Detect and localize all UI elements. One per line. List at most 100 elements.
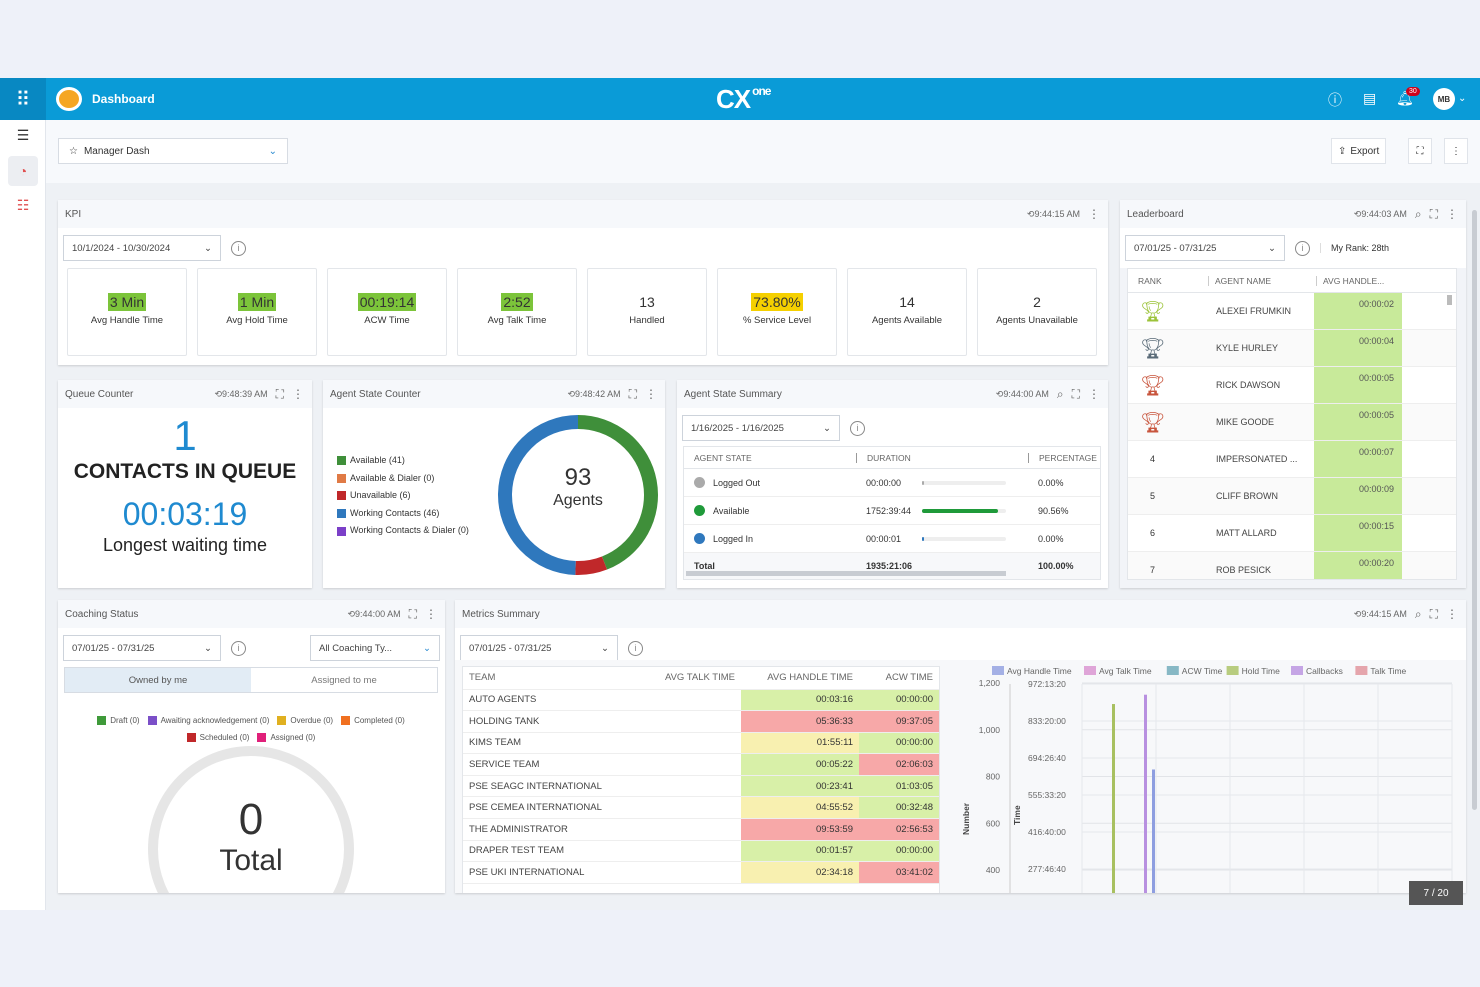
avatar[interactable]: MB <box>1433 88 1455 110</box>
legend-item[interactable]: Working Contacts & Dialer (0) <box>337 522 469 540</box>
leaderboard-row[interactable]: 🏆︎ MIKE GOODE 00:00:05 <box>1128 404 1456 441</box>
chart-legend-item[interactable]: Avg Talk Time <box>1084 666 1152 676</box>
leaderboard-row[interactable]: 🏆︎ KYLE HURLEY 00:00:04 <box>1128 330 1456 367</box>
table-row[interactable]: HOLDING TANK 05:36:33 09:37:05 <box>463 710 939 733</box>
legend-item[interactable]: Available & Dialer (0) <box>337 470 469 488</box>
kpi-card[interactable]: 14 Agents Available <box>847 268 967 356</box>
dashboard-gauge-icon[interactable]: ◔ <box>8 156 38 186</box>
table-row[interactable]: PSE CEMEA INTERNATIONAL 04:55:52 00:32:48 <box>463 796 939 820</box>
table-row[interactable]: SERVICE TEAM 00:05:22 02:06:03 <box>463 753 939 776</box>
column-header[interactable]: AGENT NAME <box>1208 275 1316 286</box>
info-icon[interactable]: i <box>231 240 246 256</box>
star-icon[interactable]: ☆ <box>69 145 78 157</box>
legend-item[interactable]: Completed (0) <box>341 712 405 729</box>
donut-segment[interactable] <box>575 556 608 575</box>
chart-bar[interactable] <box>1112 704 1115 893</box>
legend-item[interactable]: Draft (0) <box>97 712 140 729</box>
column-header[interactable]: ACW TIME <box>859 667 939 690</box>
column-header[interactable]: PERCENTAGE <box>1028 452 1097 463</box>
legend-item[interactable]: Available (41) <box>337 452 469 470</box>
column-header[interactable]: AVG HANDLE... <box>1316 275 1416 286</box>
menu-icon[interactable]: ☰ <box>16 126 30 143</box>
table-row[interactable]: AUTO AGENTS 00:03:16 00:00:00 <box>463 689 939 712</box>
info-icon[interactable]: i <box>850 420 865 436</box>
agent-state-row[interactable]: Logged Out 00:00:00 0.00% <box>684 469 1100 497</box>
donut-segment[interactable] <box>498 415 579 575</box>
agent-state-row[interactable]: Logged In 00:00:01 0.00% <box>684 525 1100 553</box>
leaderboard-row[interactable]: 7 ROB PESICK 00:00:20 <box>1128 552 1456 579</box>
date-range-select[interactable]: 10/1/2024 - 10/30/2024 ⌄ <box>63 235 221 261</box>
chart-legend-item[interactable]: Callbacks <box>1291 666 1343 676</box>
date-range-select[interactable]: 07/01/25 - 07/31/25 ⌄ <box>63 635 221 661</box>
table-row[interactable]: DRAPER TEST TEAM 00:01:57 00:00:00 <box>463 840 939 863</box>
kpi-card[interactable]: 1 Min Avg Hold Time <box>197 268 317 356</box>
search-icon[interactable]: ⌕ <box>1414 206 1422 221</box>
expand-icon[interactable]: ⛶ <box>275 386 284 401</box>
kpi-card[interactable]: 73.80% % Service Level <box>717 268 837 356</box>
table-row[interactable]: KIMS TEAM 01:55:11 00:00:00 <box>463 732 939 755</box>
horizontal-scrollbar[interactable] <box>686 571 1006 576</box>
more-options-icon[interactable]: ⋮ <box>645 387 657 401</box>
more-options-icon[interactable]: ⋮ <box>292 387 304 401</box>
coaching-type-select[interactable]: All Coaching Ty... ⌄ <box>310 635 440 661</box>
kpi-card[interactable]: 2 Agents Unavailable <box>977 268 1097 356</box>
more-options-button[interactable]: ⋮ <box>1444 138 1468 164</box>
chart-bar[interactable] <box>1152 769 1155 893</box>
more-options-icon[interactable]: ⋮ <box>1088 207 1100 221</box>
date-range-select[interactable]: 07/01/25 - 07/31/25 ⌄ <box>460 635 618 661</box>
leaderboard-row[interactable]: 6 MATT ALLARD 00:00:15 <box>1128 515 1456 552</box>
column-header[interactable]: TEAM <box>463 667 633 690</box>
search-icon[interactable]: ⌕ <box>1056 386 1064 401</box>
kpi-card[interactable]: 2:52 Avg Talk Time <box>457 268 577 356</box>
page-scrollbar[interactable] <box>1472 210 1477 810</box>
agent-state-row[interactable]: Available 1752:39:44 90.56% <box>684 497 1100 525</box>
column-header[interactable]: AGENT STATE <box>694 452 752 463</box>
legend-item[interactable]: Scheduled (0) <box>186 729 249 746</box>
announcements-icon[interactable]: ▤ <box>1363 90 1377 106</box>
column-header[interactable]: DURATION <box>856 452 1028 463</box>
chart-legend-item[interactable]: Hold Time <box>1226 666 1281 676</box>
kpi-card[interactable]: 3 Min Avg Handle Time <box>67 268 187 356</box>
donut-segment[interactable] <box>577 415 658 570</box>
date-range-select[interactable]: 07/01/25 - 07/31/25 ⌄ <box>1125 235 1285 261</box>
info-icon[interactable]: i <box>1295 240 1310 256</box>
legend-item[interactable]: Assigned (0) <box>257 729 315 746</box>
column-header[interactable]: RANK <box>1138 275 1162 286</box>
leaderboard-row[interactable]: 🏆︎ RICK DAWSON 00:00:05 <box>1128 367 1456 404</box>
legend-item[interactable]: Unavailable (6) <box>337 487 469 505</box>
more-options-icon[interactable]: ⋮ <box>1446 207 1458 221</box>
chart-legend-item[interactable]: Talk Time <box>1355 666 1407 676</box>
table-row[interactable]: PSE SEAGC INTERNATIONAL 00:23:41 01:03:05 <box>463 775 939 798</box>
legend-item[interactable]: Working Contacts (46) <box>337 505 469 523</box>
info-icon[interactable]: i <box>628 640 643 656</box>
chart-bar[interactable] <box>1144 694 1147 893</box>
tab-owned-by-me[interactable]: Owned by me <box>65 668 251 692</box>
search-icon[interactable]: ⌕ <box>1414 606 1422 621</box>
leaderboard-row[interactable]: 4 IMPERSONATED ... 00:00:07 <box>1128 441 1456 478</box>
expand-icon[interactable]: ⛶ <box>1071 386 1080 401</box>
export-button[interactable]: ⇪ Export <box>1331 138 1387 164</box>
expand-icon[interactable]: ⛶ <box>628 386 637 401</box>
more-options-icon[interactable]: ⋮ <box>1446 607 1458 621</box>
leaderboard-row[interactable]: 🏆︎ ALEXEI FRUMKIN 00:00:02 <box>1128 293 1456 330</box>
fullscreen-button[interactable]: ⛶ <box>1408 138 1432 164</box>
help-icon[interactable]: ⓘ <box>1328 92 1342 108</box>
list-icon[interactable]: ☷ <box>16 196 30 213</box>
chart-legend-item[interactable]: Avg Handle Time <box>992 666 1072 676</box>
expand-icon[interactable]: ⛶ <box>1429 206 1438 221</box>
legend-item[interactable]: Overdue (0) <box>277 712 333 729</box>
expand-icon[interactable]: ⛶ <box>1429 606 1438 621</box>
info-icon[interactable]: i <box>231 640 246 656</box>
chart-legend-item[interactable]: ACW Time <box>1166 666 1223 676</box>
more-options-icon[interactable]: ⋮ <box>425 607 437 621</box>
kpi-card[interactable]: 13 Handled <box>587 268 707 356</box>
chevron-down-icon[interactable]: ⌄ <box>1458 93 1467 104</box>
tab-assigned-to-me[interactable]: Assigned to me <box>311 674 377 686</box>
table-row[interactable]: THE ADMINISTRATOR 09:53:59 02:56:53 <box>463 818 939 841</box>
table-row[interactable]: PSE UKI INTERNATIONAL 02:34:18 03:41:02 <box>463 861 939 884</box>
kpi-card[interactable]: 00:19:14 ACW Time <box>327 268 447 356</box>
column-header[interactable]: AVG HANDLE TIME <box>741 667 859 690</box>
leaderboard-row[interactable]: 5 CLIFF BROWN 00:00:09 <box>1128 478 1456 515</box>
dashboard-select[interactable]: ☆ Manager Dash ⌄ <box>58 138 288 164</box>
more-options-icon[interactable]: ⋮ <box>1088 387 1100 401</box>
